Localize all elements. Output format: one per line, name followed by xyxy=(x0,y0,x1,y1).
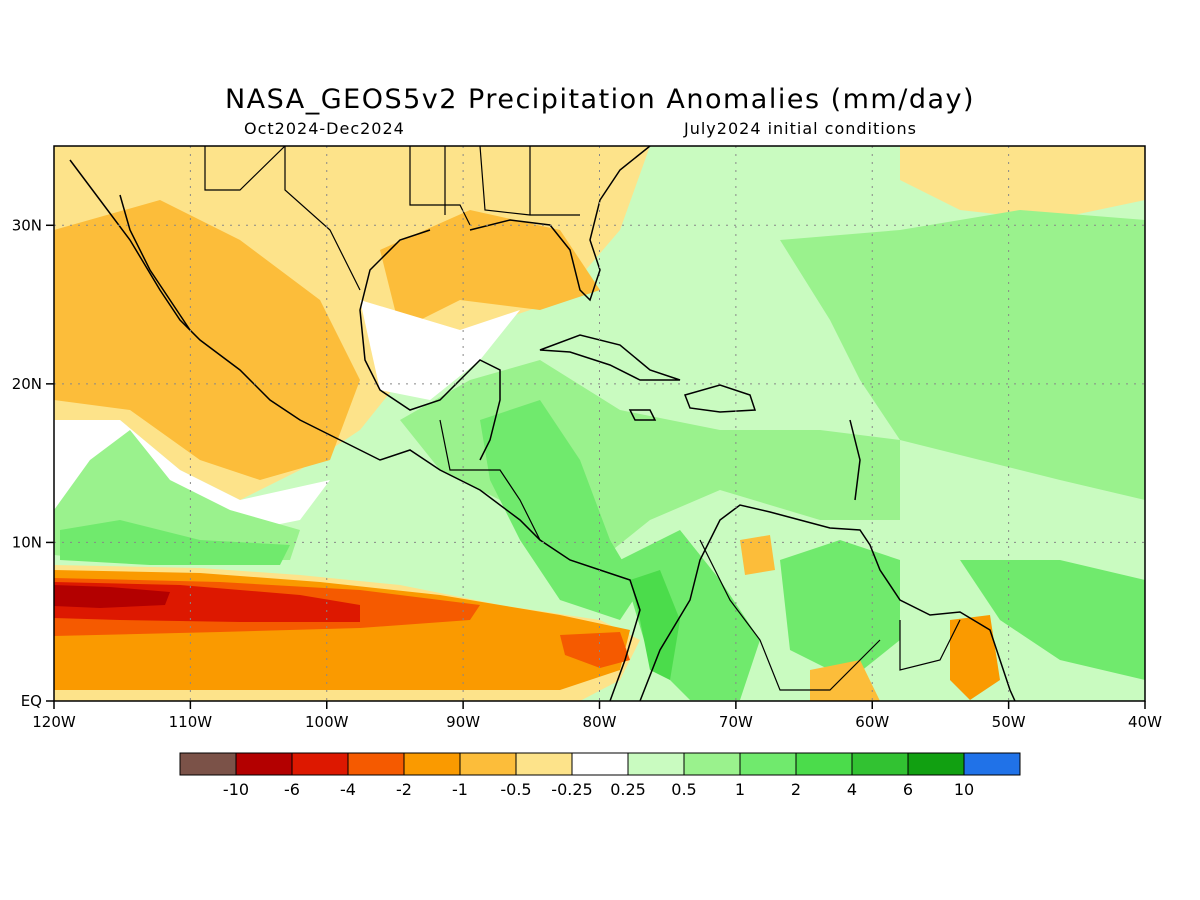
x-tick-label: 110W xyxy=(169,713,213,731)
colorbar-label: 0.5 xyxy=(671,780,696,799)
colorbar-label: -4 xyxy=(340,780,356,799)
colorbar-label: -10 xyxy=(223,780,249,799)
colorbar: -10 -6 -4 -2 -1 -0.5 -0.25 0.25 0.5 1 2 4 6 10 xyxy=(179,752,1021,799)
colorbar-swatch xyxy=(235,752,293,776)
colorbar-label: -2 xyxy=(396,780,412,799)
grid-lines xyxy=(54,146,1145,701)
colorbar-label: 0.25 xyxy=(610,780,646,799)
anomaly-field xyxy=(54,146,1145,701)
x-tick-label: 90W xyxy=(446,713,480,731)
x-tick-label: 120W xyxy=(32,713,76,731)
y-tick-label: 10N xyxy=(12,533,42,551)
colorbar-label: 4 xyxy=(847,780,857,799)
colorbar-swatch xyxy=(459,752,517,776)
colorbar-swatch xyxy=(291,752,349,776)
y-tick-label: 30N xyxy=(12,216,42,234)
x-tick-label: 70W xyxy=(719,713,753,731)
colorbar-swatch xyxy=(907,752,965,776)
colorbar-swatch xyxy=(851,752,909,776)
colorbar-swatch xyxy=(347,752,405,776)
x-tick-label: 60W xyxy=(855,713,889,731)
colorbar-label: -0.5 xyxy=(500,780,531,799)
colorbar-label: 2 xyxy=(791,780,801,799)
chart-title: NASA_GEOS5v2 Precipitation Anomalies (mm… xyxy=(224,84,976,115)
x-tick-label: 40W xyxy=(1128,713,1162,731)
colorbar-swatch xyxy=(683,752,741,776)
x-tick-label: 100W xyxy=(305,713,349,731)
x-tick-label: 80W xyxy=(583,713,617,731)
longitude-axis: 120W 110W 100W 90W 80W 70W 60W 50W 40W xyxy=(32,701,1162,731)
forecast-period: Oct2024-Dec2024 xyxy=(244,119,405,138)
colorbar-swatch xyxy=(515,752,573,776)
colorbar-swatch xyxy=(571,752,629,776)
latitude-axis: EQ 10N 20N 30N xyxy=(12,216,54,710)
political-borders xyxy=(204,146,961,691)
y-tick-label: EQ xyxy=(21,692,42,710)
colorbar-swatch xyxy=(403,752,461,776)
y-tick-label: 20N xyxy=(12,375,42,393)
colorbar-label: 1 xyxy=(735,780,745,799)
colorbar-label: -1 xyxy=(452,780,468,799)
colorbar-swatch xyxy=(179,752,237,776)
colorbar-label: -0.25 xyxy=(551,780,592,799)
initial-conditions: July2024 initial conditions xyxy=(684,119,917,138)
colorbar-label: 10 xyxy=(954,780,974,799)
colorbar-swatch xyxy=(627,752,685,776)
colorbar-label: 6 xyxy=(903,780,913,799)
x-tick-label: 50W xyxy=(992,713,1026,731)
colorbar-swatch xyxy=(963,752,1021,776)
colorbar-swatch xyxy=(739,752,797,776)
colorbar-label: -6 xyxy=(284,780,300,799)
coastlines xyxy=(69,146,1016,701)
colorbar-swatch xyxy=(795,752,853,776)
